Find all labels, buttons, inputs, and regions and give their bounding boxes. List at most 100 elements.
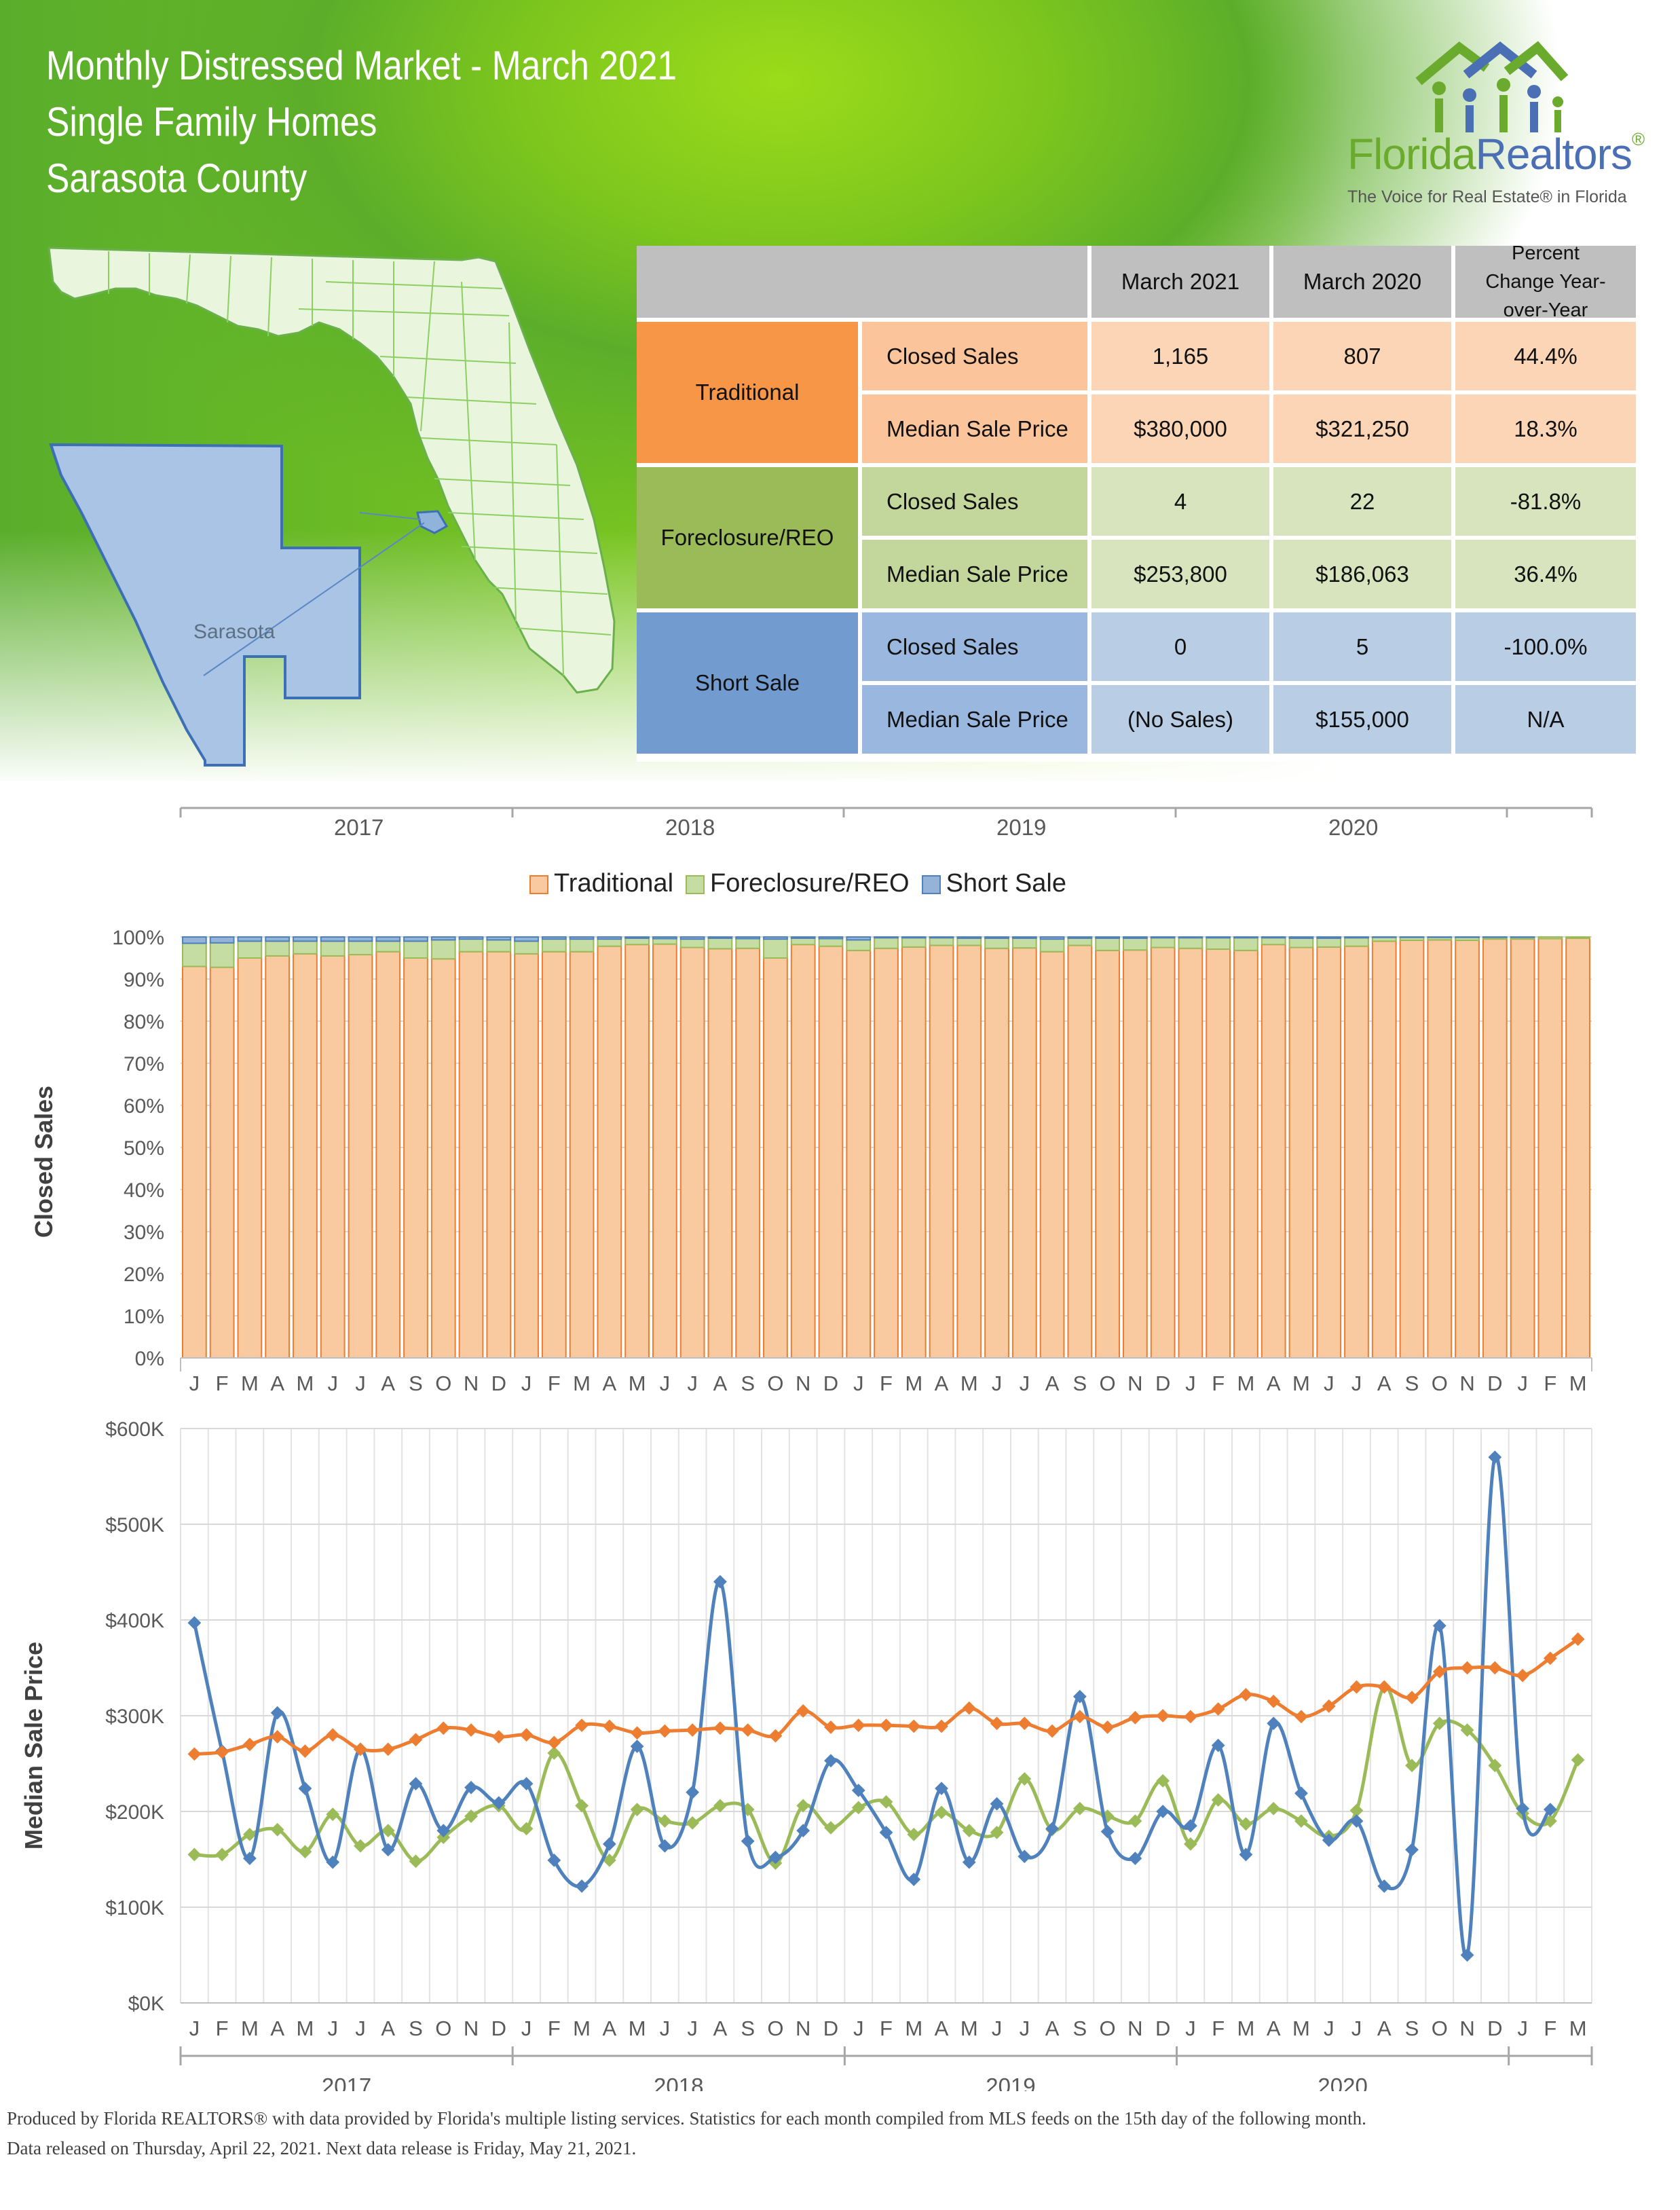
bar-traditional <box>956 944 982 1359</box>
legend-item-traditional: Traditional <box>529 869 673 898</box>
bar-traditional <box>1565 937 1591 1359</box>
point-traditional <box>326 1728 340 1742</box>
reo-price-2021: $253,800 <box>1091 540 1269 608</box>
trad-closed-2021: 1,165 <box>1091 322 1269 390</box>
x-tick-label: F <box>880 2016 893 2040</box>
bar-traditional <box>1095 949 1121 1359</box>
x-tick-label: F <box>548 2016 561 2040</box>
y-tick-label: $400K <box>105 1610 164 1632</box>
bar-traditional <box>1344 945 1369 1359</box>
bar-foreclosure-reo <box>514 940 539 955</box>
point-short-sale <box>575 1879 589 1893</box>
point-traditional <box>824 1720 838 1734</box>
legend-item-short-sale: Short Sale <box>921 869 1066 898</box>
point-foreclosure-reo <box>354 1839 367 1853</box>
x-tick-label: M <box>241 1371 259 1395</box>
bar-short-sale <box>984 936 1009 939</box>
x-tick-label: J <box>1185 1371 1196 1395</box>
point-short-sale <box>187 1616 202 1630</box>
point-foreclosure-reo <box>187 1847 202 1862</box>
point-traditional <box>575 1718 589 1732</box>
point-foreclosure-reo <box>270 1822 284 1837</box>
bar-traditional <box>1123 949 1148 1359</box>
bar-foreclosure-reo <box>569 938 595 953</box>
bar-foreclosure-reo <box>430 939 456 960</box>
x-tick-label: J <box>1517 2016 1528 2040</box>
point-traditional <box>658 1724 672 1738</box>
y-tick-label: $300K <box>105 1706 164 1728</box>
point-foreclosure-reo <box>1128 1814 1142 1828</box>
bar-short-sale <box>956 936 982 939</box>
point-traditional <box>1294 1710 1308 1724</box>
x-tick-label: J <box>189 2016 200 2040</box>
row-label-reo-closed: Closed Sales <box>862 467 1087 536</box>
bar-traditional <box>320 955 346 1359</box>
bar-short-sale <box>1233 936 1258 939</box>
point-traditional <box>907 1719 921 1733</box>
point-foreclosure-reo <box>1432 1716 1446 1731</box>
y-tick-label: $200K <box>105 1801 164 1824</box>
bar-foreclosure-reo <box>763 938 788 959</box>
x-tick-label: J <box>355 2016 366 2040</box>
bar-traditional <box>1455 939 1480 1359</box>
x-tick-label: A <box>1267 2016 1281 2040</box>
point-foreclosure-reo <box>1184 1837 1197 1851</box>
x-tick-label: N <box>464 1371 479 1395</box>
x-tick-label: A <box>1267 1371 1281 1395</box>
x-tick-label: A <box>270 2016 284 2040</box>
x-tick-label: J <box>189 1371 200 1395</box>
bar-traditional <box>874 947 899 1359</box>
point-foreclosure-reo <box>630 1803 644 1817</box>
bottom-year-label: 2020 <box>1318 2074 1367 2091</box>
row-label-trad-price: Median Sale Price <box>862 394 1087 463</box>
bar-short-sale <box>514 936 539 942</box>
point-foreclosure-reo <box>602 1854 616 1867</box>
x-tick-label: F <box>880 1371 893 1395</box>
point-traditional <box>1405 1691 1419 1705</box>
bar-foreclosure-reo <box>1150 937 1176 949</box>
reo-closed-2020: 22 <box>1273 467 1451 536</box>
bar-short-sale <box>929 936 954 939</box>
footer-note: Produced by Florida REALTORS® with data … <box>7 2103 1366 2163</box>
bar-foreclosure-reo <box>1011 937 1037 949</box>
bar-foreclosure-reo <box>1178 937 1203 949</box>
point-traditional <box>1571 1632 1585 1646</box>
bar-short-sale <box>403 936 428 942</box>
x-tick-label: F <box>1212 2016 1225 2040</box>
bar-traditional <box>209 966 235 1359</box>
reo-closed-change: -81.8% <box>1455 467 1636 536</box>
point-short-sale <box>1516 1801 1529 1816</box>
x-tick-label: N <box>796 2016 810 2040</box>
x-tick-label: J <box>687 1371 698 1395</box>
bar-foreclosure-reo <box>182 942 207 968</box>
bar-short-sale <box>182 936 207 944</box>
bar-foreclosure-reo <box>707 937 733 950</box>
point-foreclosure-reo <box>575 1799 589 1813</box>
x-tick-label: N <box>796 1371 810 1395</box>
point-foreclosure-reo <box>298 1845 312 1859</box>
top-year-2019: 2019 <box>996 815 1047 840</box>
bar-foreclosure-reo <box>1565 936 1591 939</box>
point-foreclosure-reo <box>658 1814 672 1828</box>
x-tick-label: A <box>1377 2016 1392 2040</box>
point-short-sale <box>1045 1822 1059 1836</box>
point-traditional <box>630 1726 644 1740</box>
footer-line-1: Produced by Florida REALTORS® with data … <box>7 2108 1366 2129</box>
y-tick-label: 100% <box>112 927 164 949</box>
bar-short-sale <box>209 936 235 944</box>
bar-traditional <box>1150 946 1176 1359</box>
bar-traditional <box>790 944 816 1359</box>
x-tick-label: M <box>1569 2016 1587 2040</box>
bar-short-sale <box>846 936 872 941</box>
point-short-sale <box>879 1826 893 1839</box>
x-tick-label: S <box>741 2016 755 2040</box>
x-tick-label: A <box>381 1371 395 1395</box>
bar-short-sale <box>1316 936 1342 939</box>
point-traditional <box>1516 1668 1529 1682</box>
point-foreclosure-reo <box>1072 1801 1087 1816</box>
bar-short-sale <box>486 936 512 941</box>
short-closed-2020: 5 <box>1273 612 1451 681</box>
x-tick-label: F <box>1544 2016 1556 2040</box>
point-foreclosure-reo <box>215 1847 229 1862</box>
